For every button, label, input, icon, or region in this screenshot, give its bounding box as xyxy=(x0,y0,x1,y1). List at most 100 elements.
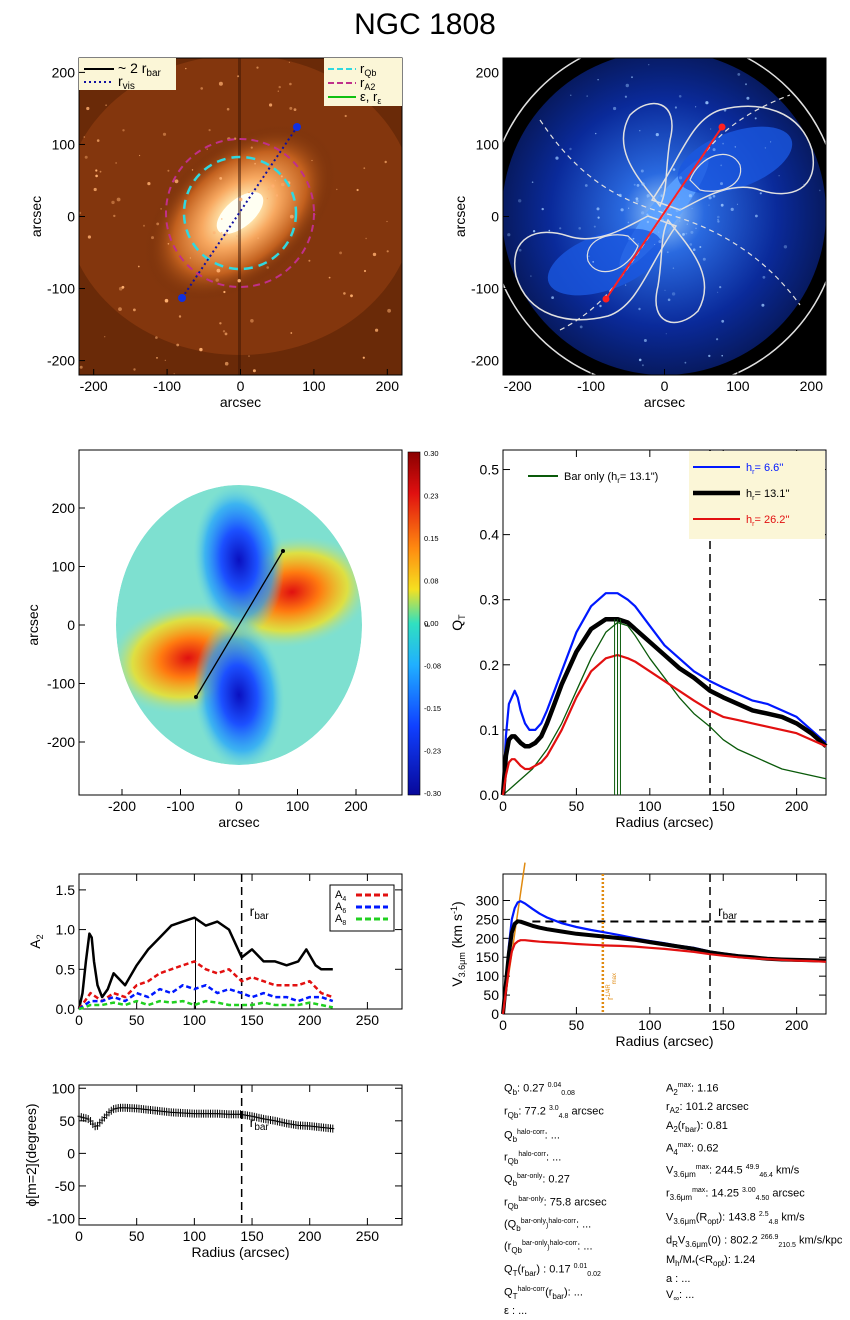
star xyxy=(356,188,359,192)
star xyxy=(646,196,648,198)
star xyxy=(717,215,720,219)
legend-left-box xyxy=(79,58,176,90)
star xyxy=(737,73,741,76)
legend-rvis-label: rvis xyxy=(118,73,135,92)
star xyxy=(530,275,532,277)
star xyxy=(223,290,226,294)
a2-series-a8 xyxy=(78,999,334,1011)
qt-legend-label-2: hr= 26.2'' xyxy=(746,514,790,528)
star xyxy=(344,114,347,118)
star xyxy=(755,214,758,218)
star xyxy=(237,75,240,78)
panel1-ytick-label: 0 xyxy=(67,209,75,225)
panel3-ytick-label: 100 xyxy=(52,559,76,575)
star xyxy=(275,194,279,197)
star xyxy=(236,235,238,237)
star xyxy=(613,106,617,111)
colorbar-tick-label: 0.00 xyxy=(424,619,439,628)
star xyxy=(237,279,241,283)
star xyxy=(674,106,678,109)
a2-frame xyxy=(78,873,403,1010)
qt-ytick-label: 0.4 xyxy=(480,527,500,543)
star xyxy=(248,355,250,357)
vc-ylabel: V3.6μm (km s-1) xyxy=(449,901,467,986)
qt-series-h6.6 xyxy=(501,592,827,796)
star xyxy=(599,304,602,308)
a2-legend-label-2: A8 xyxy=(335,913,346,927)
phi-rbar-line-label: rbar xyxy=(250,1114,270,1133)
star xyxy=(222,330,226,333)
chart-layers: -200-200-100-10000100100200200arcsecarcs… xyxy=(23,64,828,1260)
phi-ylabel: ϕ[m=2](degrees) xyxy=(23,1103,39,1206)
star xyxy=(151,236,154,240)
info-rqb-halocorr: rQbhalo-corr: ... xyxy=(504,1151,562,1166)
a2-rbar-line-label: rbar xyxy=(250,903,270,922)
panel3-ytick-label: -100 xyxy=(47,676,75,692)
star xyxy=(84,155,88,159)
force-contour-n xyxy=(622,102,673,208)
star xyxy=(636,107,639,110)
legend-left: ~ 2 rbar rvis xyxy=(79,58,176,92)
colorbar-tick-label: 0.08 xyxy=(424,577,439,586)
qt-ytick-label: 0.5 xyxy=(480,462,500,478)
star xyxy=(666,251,669,254)
colorbar-tick-label: 0.15 xyxy=(424,534,439,543)
force-map-stars xyxy=(507,64,821,367)
colorbar-label: F xyxy=(425,623,432,627)
panel-force-ratio-map xyxy=(78,449,421,796)
star xyxy=(689,243,693,246)
star xyxy=(712,194,716,198)
panel3-xtick-label: 100 xyxy=(286,798,310,814)
panel2-xtick-label: 0 xyxy=(661,378,669,394)
info-qt-halocorr-rbar: QThalo-corr(rbar): ... xyxy=(504,1286,583,1301)
star xyxy=(819,189,821,192)
legend-rqb-label: rQb xyxy=(360,61,376,78)
info-qb-halocorr: Qbhalo-corr: ... xyxy=(504,1128,560,1144)
rvis-end-marker-bottom xyxy=(178,294,186,302)
info-a2-rbar: A2(rbar): 0.81 xyxy=(666,1120,728,1135)
star xyxy=(86,106,90,111)
info-a: a : ... xyxy=(666,1273,691,1286)
star xyxy=(712,148,716,152)
star xyxy=(720,164,723,167)
star xyxy=(384,160,387,164)
star xyxy=(507,233,511,237)
ratio-bar-axis xyxy=(195,550,284,698)
panel2-xtick-label: 200 xyxy=(800,378,824,394)
force-dashed-curve-1 xyxy=(539,119,801,306)
star xyxy=(328,276,331,279)
star xyxy=(662,210,664,212)
star xyxy=(336,188,338,191)
star xyxy=(518,248,522,252)
panel1-xtick-label: 200 xyxy=(376,378,400,394)
phi-ytick-label: -50 xyxy=(55,1178,75,1194)
star xyxy=(162,132,167,136)
star xyxy=(277,90,279,92)
vc-series-h13.1 xyxy=(501,919,827,1015)
star xyxy=(682,233,685,236)
star xyxy=(639,130,641,132)
qt-series-baronly xyxy=(502,621,827,796)
panel1-ytick-label: -100 xyxy=(47,281,75,297)
star xyxy=(375,328,379,332)
star xyxy=(640,169,644,173)
star xyxy=(96,139,100,142)
info-rqb-baronly: rQbbar-only: 75.8 arcsec xyxy=(504,1195,607,1211)
vc-frame xyxy=(502,873,827,1015)
page-title: NGC 1808 xyxy=(354,8,496,41)
star xyxy=(646,213,649,216)
star xyxy=(620,208,624,212)
info-vopt: V3.6μm(Ropt): 143.8 2.54.8 km/s xyxy=(666,1210,805,1226)
star xyxy=(635,197,639,201)
star xyxy=(721,319,725,323)
a2-series-a6 xyxy=(78,983,334,1011)
a2-ytick-label: 1.0 xyxy=(56,922,76,938)
star xyxy=(541,207,544,211)
star xyxy=(668,206,671,210)
ratio-blob-blue-n xyxy=(193,485,285,635)
star xyxy=(115,162,117,164)
panel3-ylabel: arcsec xyxy=(25,604,41,645)
star xyxy=(675,209,679,213)
colorbar-tick-label: -0.15 xyxy=(424,704,441,713)
info-rmax: r3.6μmmax: 14.25 3.004.50 arcsec xyxy=(666,1187,805,1203)
